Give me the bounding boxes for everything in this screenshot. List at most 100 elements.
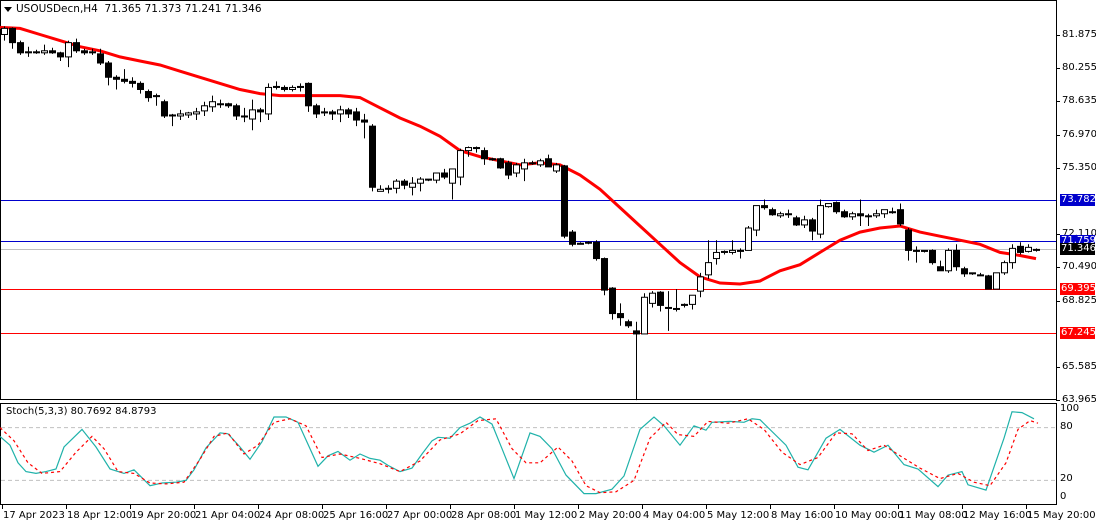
candle xyxy=(257,107,264,123)
candle xyxy=(913,246,920,263)
candle xyxy=(313,103,320,119)
candle xyxy=(145,89,152,102)
candle xyxy=(113,75,120,90)
candle xyxy=(33,49,40,54)
price-tick-label: 75.350 xyxy=(1062,161,1096,173)
price-tick-label: 63.965 xyxy=(1062,393,1096,405)
level-tag: 71.346 xyxy=(1060,243,1096,255)
price-tick-label: 72.110 xyxy=(1062,227,1096,239)
time-tick-label: 8 May 16:00 xyxy=(771,510,834,521)
time-tick-label: 12 May 16:00 xyxy=(963,510,1032,521)
candle xyxy=(457,148,464,186)
candle xyxy=(1,26,8,41)
level-tag: 73.782 xyxy=(1060,194,1096,206)
candle xyxy=(561,164,568,239)
level-tag: 67.245 xyxy=(1060,327,1096,339)
candle xyxy=(601,257,608,296)
candle xyxy=(153,93,160,106)
stochastic-lines xyxy=(0,411,1056,495)
candle xyxy=(817,199,824,239)
candle xyxy=(841,209,848,218)
candle xyxy=(945,248,952,273)
dropdown-triangle-icon[interactable] xyxy=(4,6,12,12)
candle xyxy=(689,294,696,310)
candle xyxy=(505,160,512,180)
symbol-label: USOUSDecn,H4 xyxy=(16,3,98,15)
candle xyxy=(401,179,408,190)
candle xyxy=(25,46,32,57)
chart-title[interactable]: USOUSDecn,H4 71.365 71.373 71.241 71.346 xyxy=(4,3,262,15)
candle xyxy=(425,178,432,182)
candle xyxy=(521,158,528,182)
candle xyxy=(281,85,288,92)
candle xyxy=(769,207,776,216)
candle xyxy=(729,240,736,255)
candlesticks xyxy=(1,26,1040,401)
candle xyxy=(937,260,944,272)
candle xyxy=(905,228,912,261)
time-tick-label: 18 Apr 12:00 xyxy=(67,510,133,521)
ohlc-values: 71.365 71.373 71.241 71.346 xyxy=(104,3,262,15)
time-tick-label: 10 May 00:00 xyxy=(835,510,904,521)
candle xyxy=(705,240,712,279)
time-tick-label: 11 May 08:00 xyxy=(899,510,968,521)
candle xyxy=(793,215,800,226)
candle xyxy=(121,69,128,84)
candle xyxy=(65,40,72,68)
candle xyxy=(737,248,744,259)
candle xyxy=(697,272,704,298)
candle xyxy=(969,272,976,275)
candle xyxy=(9,27,16,49)
candle xyxy=(97,48,104,66)
candle xyxy=(169,113,176,127)
candle xyxy=(577,242,584,245)
price-tick-label: 76.970 xyxy=(1062,128,1096,140)
price-tick-label: 78.635 xyxy=(1062,94,1096,106)
candle xyxy=(49,47,56,54)
candle xyxy=(193,107,200,121)
candle xyxy=(17,40,24,55)
stochastic-label: Stoch(5,3,3) 80.7692 84.8793 xyxy=(6,406,157,417)
candle xyxy=(633,321,640,401)
stoch-tick-label: 0 xyxy=(1060,491,1067,502)
candle xyxy=(609,287,616,320)
candle xyxy=(89,48,96,55)
candle xyxy=(953,244,960,271)
candle xyxy=(265,83,272,121)
price-axis-ticks xyxy=(1056,35,1060,401)
stoch-tick-label: 80 xyxy=(1060,420,1073,432)
candle xyxy=(393,179,400,194)
candle xyxy=(929,249,936,265)
time-axis-ticks xyxy=(2,505,1027,509)
candle xyxy=(745,225,752,251)
candle xyxy=(673,289,680,312)
candle xyxy=(345,107,352,119)
candle xyxy=(201,101,208,116)
horizontal-levels[interactable] xyxy=(1,200,1056,334)
candle xyxy=(849,211,856,220)
candle xyxy=(753,205,760,237)
candle xyxy=(369,124,376,192)
candle xyxy=(81,48,88,55)
candle xyxy=(529,160,536,165)
candle xyxy=(217,99,224,108)
candle xyxy=(1001,260,1008,275)
candle xyxy=(129,77,136,88)
candle xyxy=(665,291,672,331)
candle xyxy=(329,109,336,121)
stoch-pane[interactable] xyxy=(0,403,1057,505)
stoch-main-line xyxy=(0,411,1035,495)
candle xyxy=(569,230,576,247)
candle xyxy=(1025,244,1032,253)
candle xyxy=(617,303,624,326)
candle xyxy=(297,83,304,92)
candle xyxy=(273,81,280,90)
candle xyxy=(177,109,184,121)
candle xyxy=(889,207,896,214)
candle xyxy=(857,199,864,226)
time-tick-label: 25 Apr 16:00 xyxy=(323,510,389,521)
candle xyxy=(361,113,368,139)
candle xyxy=(537,158,544,167)
candle xyxy=(545,154,552,168)
